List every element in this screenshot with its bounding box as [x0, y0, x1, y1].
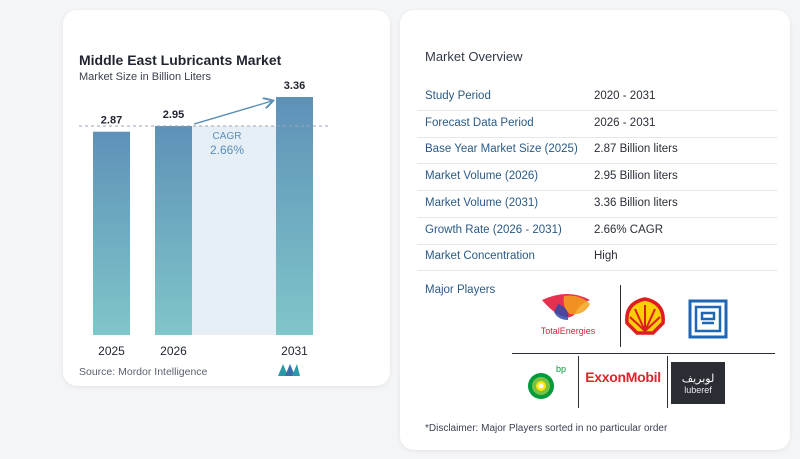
bar-value-label: 3.36 — [284, 80, 305, 92]
x-tick-label: 2025 — [98, 344, 125, 358]
overview-row: Market Volume (2031) 3.36 Billion liters — [417, 191, 777, 218]
mordor-logo-icon — [278, 364, 300, 376]
overview-row-value: 2026 - 2031 — [594, 116, 656, 129]
grid-divider — [667, 356, 668, 408]
cagr-label: CAGR — [213, 131, 242, 142]
bar-2025 — [93, 131, 130, 335]
overview-row-value: 2.66% CAGR — [594, 223, 664, 236]
overview-row-key: Forecast Data Period — [425, 116, 534, 129]
shell-logo — [622, 293, 668, 339]
bp-helios-icon: bp — [528, 364, 566, 399]
cagr-band — [192, 126, 276, 336]
overview-row-value: 2020 - 2031 — [594, 90, 656, 102]
bar-value-label: 2.95 — [163, 109, 184, 121]
luberef-logo: لوبريف luberef — [671, 362, 725, 404]
market-overview-panel — [400, 10, 790, 450]
bar-value-label: 2.87 — [101, 115, 122, 127]
exxonmobil-logo: ExxonMobil — [582, 364, 664, 390]
overview-row: Market Volume (2026) 2.95 Billion liters — [417, 164, 777, 192]
overview-row-value: 2.95 Billion liters — [594, 170, 678, 183]
overview-row-key: Market Concentration — [425, 250, 535, 263]
overview-row: Market Concentration High — [417, 244, 777, 272]
overview-row-value: 2.87 Billion liters — [594, 143, 678, 156]
bp-logo: bp — [522, 360, 568, 404]
cagr-value: 2.66% — [210, 143, 244, 157]
shell-pecten-icon — [625, 297, 665, 335]
adnoc-logo — [686, 297, 730, 341]
disclaimer-text: *Disclaimer: Major Players sorted in no … — [425, 423, 668, 434]
adnoc-logo-icon — [688, 299, 728, 339]
x-tick-label: 2026 — [160, 344, 187, 358]
source-text: Source: Mordor Intelligence — [79, 366, 208, 378]
x-tick-label: 2031 — [281, 344, 308, 358]
grid-divider — [512, 353, 775, 354]
overview-row: Growth Rate (2026 - 2031) 2.66% CAGR — [417, 218, 777, 245]
bp-text: bp — [556, 364, 566, 374]
major-players-label: Major Players — [425, 284, 496, 296]
luberef-text: luberef — [684, 384, 712, 395]
overview-row-key: Base Year Market Size (2025) — [425, 143, 578, 156]
overview-row-key: Market Volume (2031) — [425, 196, 539, 209]
overview-row-key: Study Period — [425, 90, 491, 102]
bar-2026 — [155, 126, 192, 336]
overview-row-key: Growth Rate (2026 - 2031) — [425, 223, 562, 236]
totalenergies-logo-icon: TotalEnergies — [541, 294, 596, 336]
chart-title: Middle East Lubricants Market — [79, 52, 282, 68]
totalenergies-logo: TotalEnergies — [528, 290, 608, 340]
overview-row: Base Year Market Size (2025) 2.87 Billion… — [417, 137, 777, 165]
grid-divider — [578, 356, 579, 408]
totalenergies-text: TotalEnergies — [541, 326, 596, 336]
overview-row: Forecast Data Period 2026 - 2031 — [417, 111, 777, 138]
grid-divider — [620, 285, 621, 347]
overview-row-key: Market Volume (2026) — [425, 170, 539, 183]
luberef-arabic-text: لوبريف — [681, 371, 715, 385]
overview-row-value: High — [594, 250, 618, 263]
cagr-arrow — [193, 101, 272, 125]
overview-row-value: 3.36 Billion liters — [594, 196, 678, 209]
overview-row: Study Period 2020 - 2031 — [417, 84, 777, 111]
exxonmobil-text: ExxonMobil — [585, 369, 661, 385]
overview-title: Market Overview — [425, 49, 523, 64]
chart-subtitle: Market Size in Billion Liters — [79, 71, 212, 83]
bar-2031 — [276, 97, 313, 335]
